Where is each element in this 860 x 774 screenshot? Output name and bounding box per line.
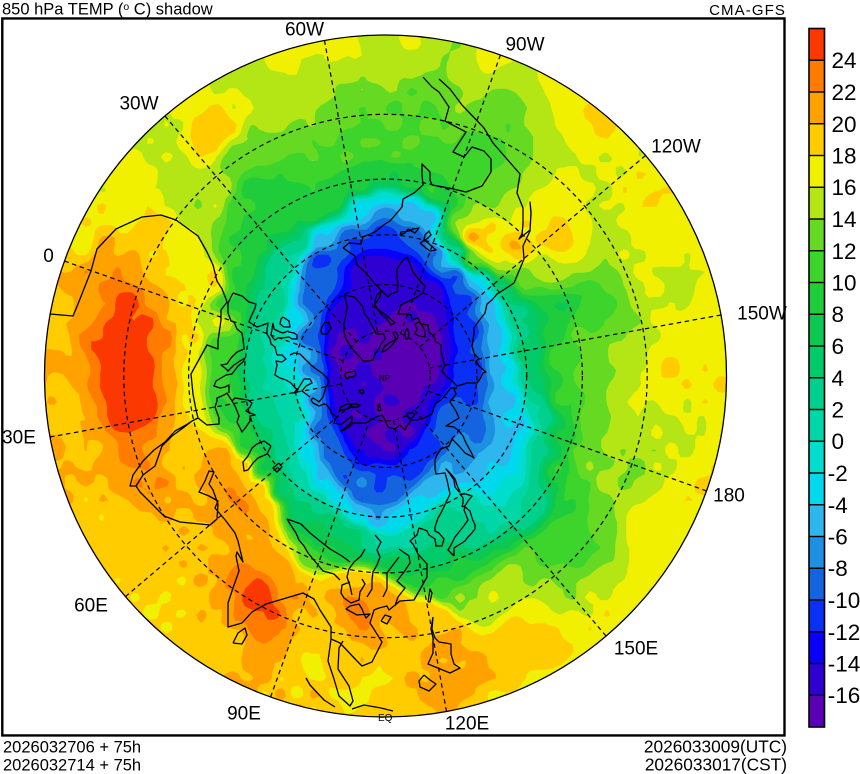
svg-text:14: 14 [832, 207, 857, 232]
svg-text:NP: NP [379, 374, 390, 383]
svg-text:0: 0 [43, 246, 54, 267]
svg-text:850 hPa TEMP (o C) shadow: 850 hPa TEMP (o C) shadow [2, 1, 213, 19]
svg-text:-2: -2 [828, 461, 848, 486]
svg-text:30W: 30W [119, 94, 158, 115]
svg-text:12: 12 [832, 239, 857, 264]
svg-text:-10: -10 [828, 588, 860, 613]
svg-text:90W: 90W [505, 35, 544, 56]
svg-text:4: 4 [832, 366, 845, 391]
svg-text:-12: -12 [828, 620, 860, 645]
svg-text:120E: 120E [445, 714, 489, 735]
svg-text:60W: 60W [285, 20, 324, 41]
svg-text:2026033009(UTC): 2026033009(UTC) [644, 737, 787, 757]
svg-text:30E: 30E [2, 428, 36, 449]
svg-text:EQ: EQ [378, 713, 393, 724]
svg-text:22: 22 [832, 80, 857, 105]
svg-text:10: 10 [832, 271, 857, 296]
svg-text:-14: -14 [828, 652, 860, 677]
svg-text:18: 18 [832, 144, 857, 169]
svg-text:-4: -4 [828, 493, 848, 518]
svg-text:2: 2 [832, 398, 845, 423]
svg-text:2026032714 + 75h: 2026032714 + 75h [3, 757, 141, 774]
svg-text:2026033017(CST): 2026033017(CST) [645, 755, 787, 774]
svg-text:150E: 150E [614, 639, 658, 660]
svg-text:24: 24 [832, 48, 857, 73]
svg-text:180: 180 [713, 486, 745, 507]
svg-text:-8: -8 [828, 556, 848, 581]
svg-text:CMA-GFS: CMA-GFS [709, 2, 786, 19]
svg-text:0: 0 [832, 429, 845, 454]
svg-text:16: 16 [832, 175, 857, 200]
svg-text:90E: 90E [227, 704, 261, 725]
svg-text:120W: 120W [651, 137, 701, 158]
svg-text:8: 8 [832, 302, 845, 327]
svg-text:6: 6 [832, 334, 845, 359]
svg-text:60E: 60E [74, 596, 108, 617]
svg-text:150W: 150W [737, 304, 787, 325]
svg-text:-6: -6 [828, 525, 848, 550]
svg-text:2026032706 + 75h: 2026032706 + 75h [3, 739, 141, 757]
svg-text:20: 20 [832, 112, 857, 137]
svg-text:-16: -16 [828, 683, 860, 708]
